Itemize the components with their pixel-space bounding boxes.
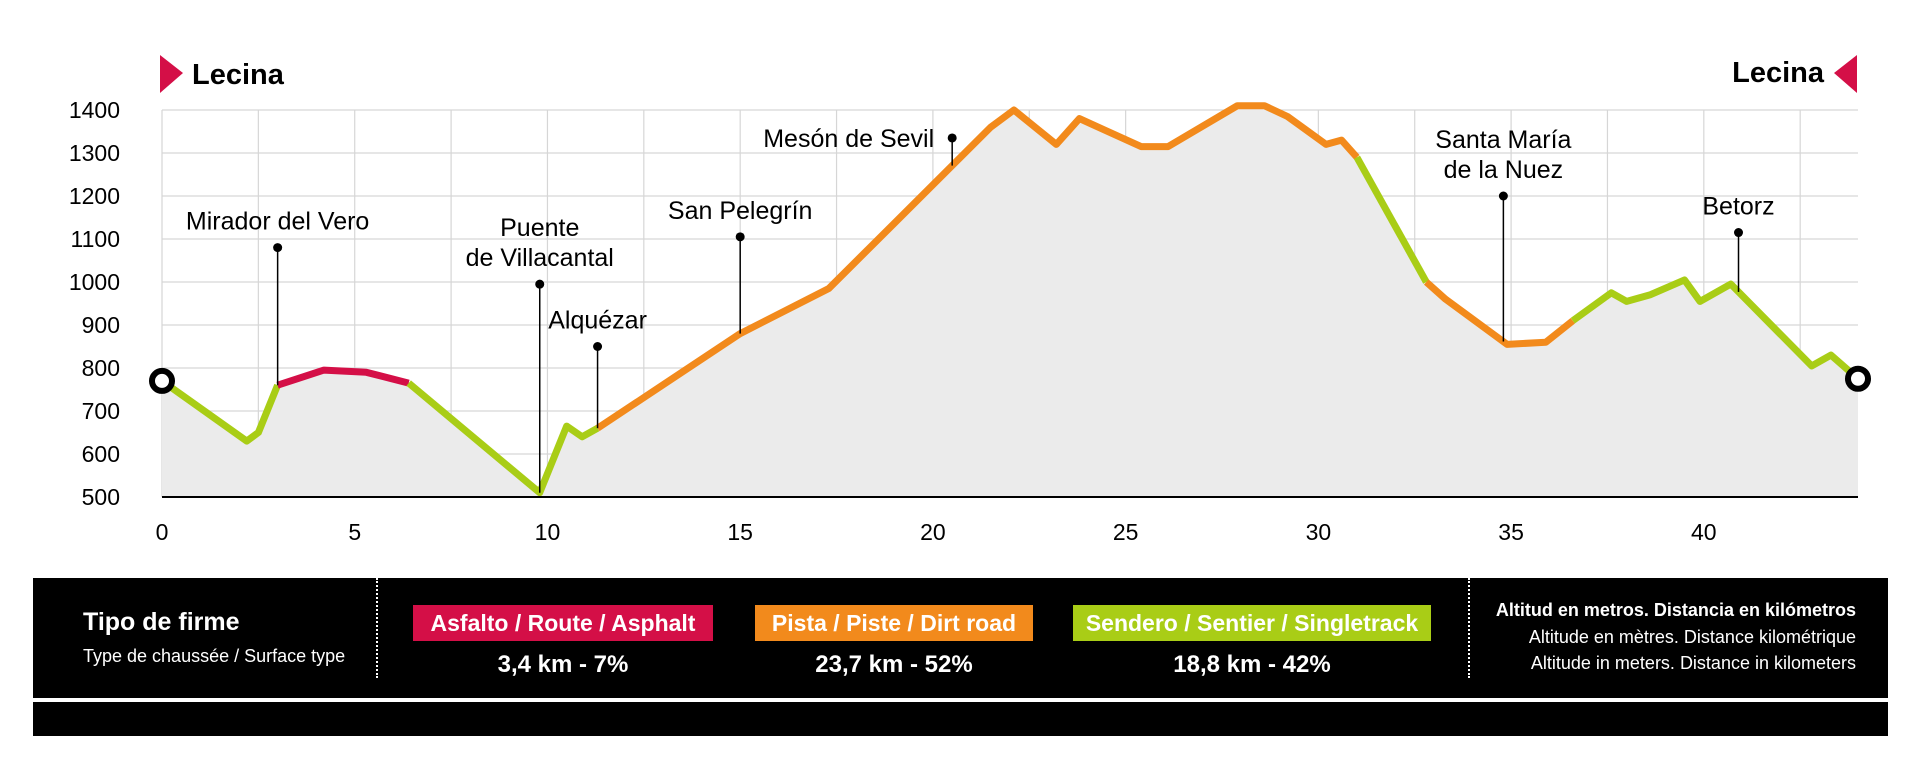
profile-segment-singletrack bbox=[406, 380, 600, 497]
x-tick-label: 25 bbox=[1113, 519, 1139, 545]
elevation-profile-line bbox=[159, 102, 1861, 497]
legend-title: Tipo de firme bbox=[83, 608, 240, 636]
annotation-dot bbox=[1734, 228, 1744, 238]
profile-segment-singletrack bbox=[159, 378, 281, 445]
x-tick-label: 40 bbox=[1691, 519, 1717, 545]
end-direction-icon bbox=[1834, 55, 1857, 93]
legend-value-singletrack: 18,8 km - 42% bbox=[1173, 651, 1331, 678]
start-label: Lecina bbox=[192, 59, 285, 91]
x-tick-label: 5 bbox=[348, 519, 361, 545]
y-tick-label: 1000 bbox=[69, 269, 120, 295]
legend-divider bbox=[1468, 578, 1470, 678]
end-label: Lecina bbox=[1732, 57, 1825, 89]
place-label: Mirador del Vero bbox=[186, 208, 369, 236]
legend-badge-dirt-road: Pista / Piste / Dirt road bbox=[755, 605, 1033, 641]
place-label: Alquézar bbox=[548, 307, 647, 335]
profile-segment-asphalt bbox=[276, 366, 410, 389]
y-tick-label: 1400 bbox=[69, 97, 120, 123]
legend-note-es: Altitud en metros. Distancia en kilómetr… bbox=[1495, 600, 1856, 620]
profile-segment-singletrack bbox=[1353, 155, 1430, 284]
place-label: San Pelegrín bbox=[668, 197, 813, 225]
profile-segment-dirt-road bbox=[1423, 279, 1575, 348]
y-tick-label: 800 bbox=[82, 355, 120, 381]
y-tick-label: 1100 bbox=[71, 226, 120, 252]
start-direction-icon bbox=[160, 55, 183, 93]
end-point-marker bbox=[1845, 365, 1871, 392]
place-label: Santa María bbox=[1435, 126, 1571, 154]
x-tick-label: 15 bbox=[727, 519, 753, 545]
y-tick-label: 500 bbox=[82, 484, 120, 510]
legend-badge-singletrack: Sendero / Sentier / Singletrack bbox=[1073, 605, 1431, 641]
profile-segment-singletrack bbox=[1570, 276, 1861, 382]
place-label: Mesón de Sevil bbox=[763, 125, 934, 153]
legend-note-en: Altitude in meters. Distance in kilomete… bbox=[1530, 653, 1856, 673]
x-tick-label: 0 bbox=[156, 519, 169, 545]
place-annotation: Mesón de Sevil bbox=[763, 125, 957, 166]
route-endpoints: Lecina Lecina bbox=[149, 55, 1871, 394]
profile-segment-dirt-road bbox=[595, 102, 1360, 432]
annotation-dot bbox=[273, 243, 283, 253]
annotation-dot bbox=[593, 342, 603, 351]
place-annotation: San Pelegrín bbox=[668, 197, 813, 334]
annotation-dot bbox=[735, 232, 745, 242]
legend-badge-asphalt: Asfalto / Route / Asphalt bbox=[413, 605, 713, 641]
footer-bar bbox=[33, 702, 1888, 736]
x-tick-label: 35 bbox=[1498, 519, 1524, 545]
y-tick-label: 1200 bbox=[69, 183, 120, 209]
x-tick-label: 10 bbox=[535, 519, 561, 545]
place-label: Betorz bbox=[1702, 193, 1774, 221]
annotation-dot bbox=[947, 133, 957, 143]
annotation-dot bbox=[1498, 191, 1508, 201]
legend-note-fr: Altitude en mètres. Distance kilométriqu… bbox=[1528, 627, 1856, 647]
y-tick-label: 1300 bbox=[69, 140, 120, 166]
legend-value-dirt-road: 23,7 km - 52% bbox=[815, 651, 973, 678]
y-tick-label: 600 bbox=[82, 441, 120, 467]
legend-subtitle: Type de chaussée / Surface type bbox=[83, 646, 346, 666]
x-tick-label: 30 bbox=[1306, 519, 1332, 545]
legend-value-asphalt: 3,4 km - 7% bbox=[497, 651, 629, 678]
place-label: de Villacantal bbox=[466, 244, 614, 272]
place-annotation: Betorz bbox=[1702, 193, 1775, 292]
x-tick-label: 20 bbox=[920, 519, 946, 545]
surface-legend: Tipo de firme Type de chaussée / Surface… bbox=[33, 578, 1888, 698]
place-annotation: Alquézar bbox=[548, 307, 647, 429]
place-annotation: Mirador del Vero bbox=[186, 208, 369, 386]
axis-ticks: 500 600 700 800 900 1000 1100 1200 1300 1400 0 5 10 1… bbox=[69, 97, 1717, 545]
y-tick-label: 900 bbox=[82, 312, 120, 338]
elevation-profile-chart: 500 600 700 800 900 1000 1100 1200 1300 1400 0 5 10 1… bbox=[69, 55, 1871, 545]
annotation-dot bbox=[535, 279, 545, 289]
elevation-area-fill bbox=[162, 105, 1858, 497]
legend-divider bbox=[376, 578, 378, 678]
y-tick-label: 700 bbox=[82, 398, 120, 424]
start-point-marker bbox=[149, 367, 175, 394]
place-label: de la Nuez bbox=[1444, 156, 1564, 184]
place-label: Puente bbox=[500, 214, 579, 242]
